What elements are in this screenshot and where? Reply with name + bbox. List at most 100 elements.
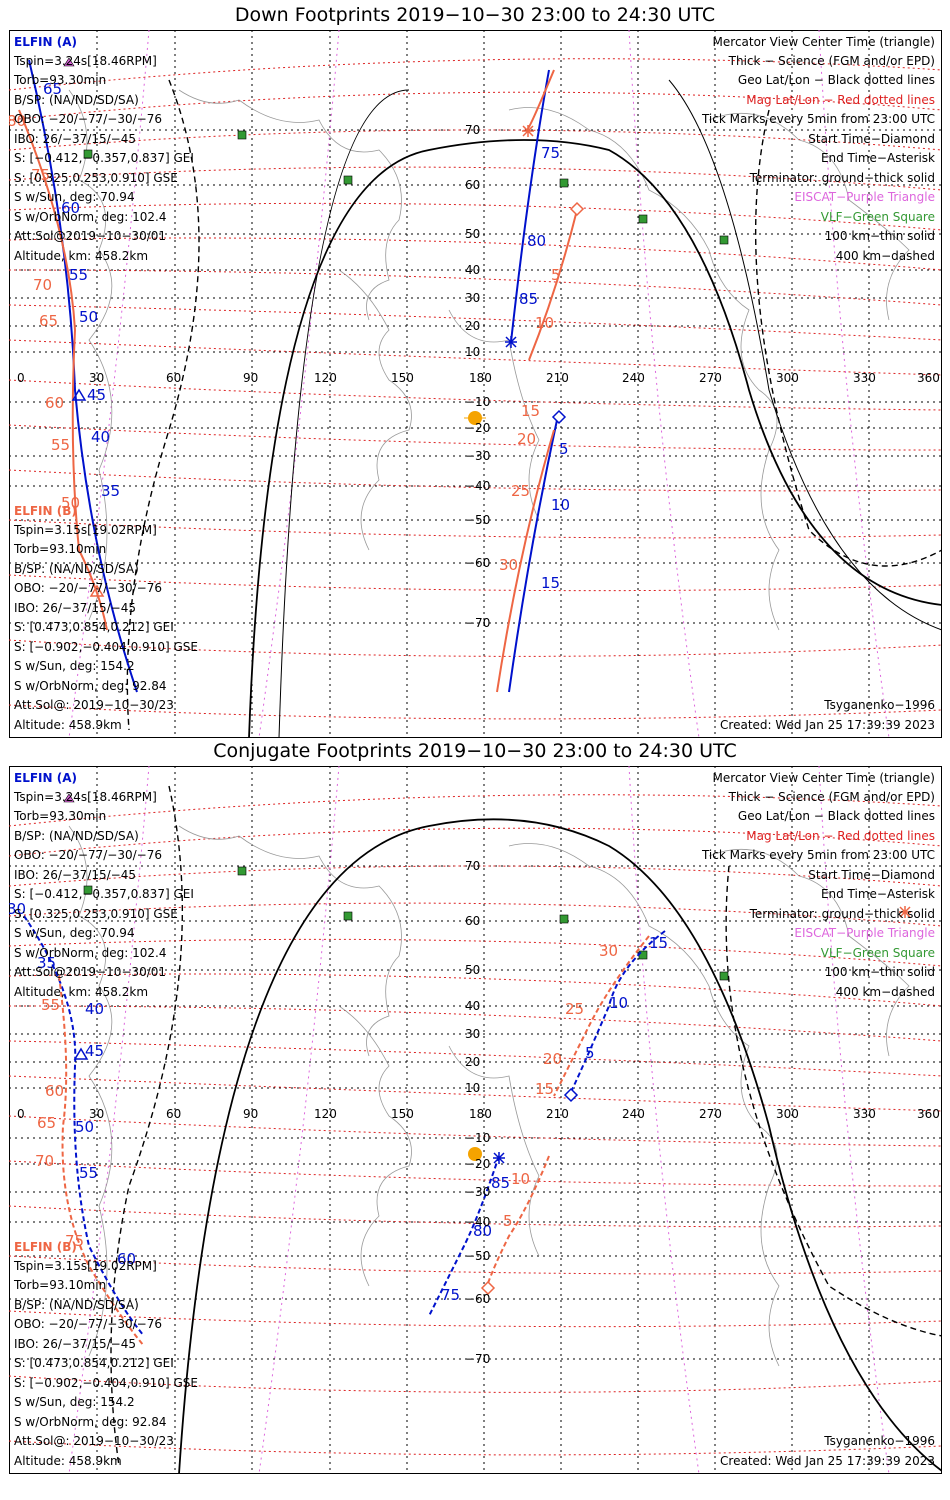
tick-label: 15 (649, 934, 668, 952)
tick-label: 5 (585, 1044, 595, 1062)
svg-text:−40: −40 (465, 479, 490, 493)
tick-label: 20 (517, 430, 536, 448)
svg-text:−70: −70 (465, 1352, 490, 1366)
coastlines (68, 89, 910, 631)
vlf-stations (83, 130, 729, 245)
svg-text:10: 10 (465, 345, 480, 359)
tick-label: 15 (535, 1080, 554, 1098)
elfin-a-track-left (28, 59, 138, 693)
svg-text:−10: −10 (465, 395, 490, 409)
svg-text:Att.Sol@: 2019−10−30/23: Att.Sol@: 2019−10−30/23 (14, 1434, 174, 1448)
svg-text:300: 300 (776, 371, 799, 385)
svg-text:End Time−Asterisk: End Time−Asterisk (821, 151, 935, 165)
svg-text:120: 120 (314, 371, 337, 385)
svg-text:Start Time−Diamond: Start Time−Diamond (808, 132, 935, 146)
svg-text:S w/Sun, deg: 154.2: S w/Sun, deg: 154.2 (14, 1395, 135, 1409)
svg-text:Thick − Science (FGM and/or EP: Thick − Science (FGM and/or EPD) (728, 54, 935, 68)
svg-text:OBO: −20/−77/−30/−76: OBO: −20/−77/−30/−76 (14, 848, 162, 862)
svg-text:Mercator View Center Time (tri: Mercator View Center Time (triangle) (713, 771, 935, 785)
svg-text:S w/OrbNorm, deg: 102.4: S w/OrbNorm, deg: 102.4 (14, 210, 166, 224)
svg-text:90: 90 (243, 1107, 258, 1121)
svg-text:Att.Sol@2019−10−30/01: Att.Sol@2019−10−30/01 (14, 965, 166, 979)
svg-text:Tspin=3.24s[18.46RPM]: Tspin=3.24s[18.46RPM] (13, 790, 157, 804)
elfin-b-info: ELFIN (B) Tspin=3.15s[19.02RPM] Torb=93.… (13, 1240, 198, 1468)
svg-text:240: 240 (622, 371, 645, 385)
svg-text:90: 90 (243, 371, 258, 385)
tick-label: 75 (65, 1232, 84, 1250)
svg-text:ELFIN (A): ELFIN (A) (14, 771, 77, 785)
svg-text:60: 60 (166, 371, 181, 385)
down-footprints-title: Down Footprints 2019−10−30 23:00 to 24:3… (234, 4, 716, 26)
svg-text:Mercator View Center Time (tri: Mercator View Center Time (triangle) (713, 35, 935, 49)
svg-text:20: 20 (465, 319, 480, 333)
tick-label: 40 (91, 428, 110, 446)
tick-label: 15 (541, 574, 560, 592)
terminator (126, 79, 942, 738)
svg-text:Tick Marks every 5min from 23:: Tick Marks every 5min from 23:00 UTC (701, 112, 935, 126)
sun-icon (468, 1147, 482, 1161)
svg-text:50: 50 (465, 227, 480, 241)
elfin-a-info: ELFIN (A) Tspin=3.24s[18.46RPM] Torb=93.… (13, 771, 194, 999)
svg-text:Altitude, km: 458.2km: Altitude, km: 458.2km (14, 985, 148, 999)
svg-text:−40: −40 (465, 1215, 490, 1229)
geo-grid (9, 766, 942, 1474)
svg-text:S w/Sun, deg: 154.2: S w/Sun, deg: 154.2 (14, 659, 135, 673)
svg-text:150: 150 (391, 1107, 414, 1121)
svg-text:ELFIN (B): ELFIN (B) (14, 1240, 77, 1254)
svg-text:70: 70 (465, 859, 480, 873)
tick-label: 65 (39, 312, 58, 330)
svg-text:180: 180 (469, 371, 492, 385)
svg-text:IBO: 26/−37/15/−45: IBO: 26/−37/15/−45 (14, 868, 136, 882)
svg-text:B/SP: (NA/ND/SD/SA): B/SP: (NA/ND/SD/SA) (14, 1298, 139, 1312)
svg-text:Torb=93.30min: Torb=93.30min (13, 73, 106, 87)
end-asterisk-icon (522, 125, 534, 137)
tick-label: 5 (551, 266, 561, 284)
legend: Mercator View Center Time (triangle) Thi… (701, 771, 935, 1468)
svg-text:Altitude, km: 458.2km: Altitude, km: 458.2km (14, 249, 148, 263)
svg-text:−50: −50 (465, 513, 490, 527)
svg-text:S w/OrbNorm, deg: 92.84: S w/OrbNorm, deg: 92.84 (14, 679, 166, 693)
tick-label: 60 (61, 199, 80, 217)
coastlines (68, 825, 910, 1367)
svg-text:−30: −30 (465, 449, 490, 463)
svg-text:OBO: −20/−77/−30/−76: OBO: −20/−77/−30/−76 (14, 1317, 162, 1331)
mag-grid (9, 58, 942, 720)
svg-text:150: 150 (391, 371, 414, 385)
conjugate-footprints-map: 15 10 5 30 25 20 15 85 80 75 10 5 30 35 … (9, 766, 942, 1474)
tick-label: 65 (37, 1114, 56, 1132)
svg-text:Start Time−Diamond: Start Time−Diamond (808, 868, 935, 882)
tick-label: 70 (33, 276, 52, 294)
svg-text:Terminator: ground−thick solid: Terminator: ground−thick solid (749, 907, 935, 921)
svg-text:Terminator: ground−thick solid: Terminator: ground−thick solid (749, 171, 935, 185)
end-asterisk-icon (505, 336, 517, 348)
start-diamond-icon (551, 409, 567, 425)
svg-text:Tspin=3.24s[18.46RPM]: Tspin=3.24s[18.46RPM] (13, 54, 157, 68)
tick-label: 25 (565, 1000, 584, 1018)
svg-text:IBO: 26/−37/15/−45: IBO: 26/−37/15/−45 (14, 1337, 136, 1351)
svg-text:S: [0.325,0.253,0.910] GSE: S: [0.325,0.253,0.910] GSE (14, 171, 178, 185)
svg-text:70: 70 (465, 123, 480, 137)
svg-text:100 km−thin solid: 100 km−thin solid (825, 965, 935, 979)
elfin-a-track-right (568, 930, 666, 1097)
svg-text:ELFIN (B): ELFIN (B) (14, 504, 77, 518)
tick-label: 45 (85, 1042, 104, 1060)
center-triangle-icon (73, 1047, 89, 1060)
svg-text:270: 270 (699, 1107, 722, 1121)
svg-text:330: 330 (853, 371, 876, 385)
svg-text:−70: −70 (465, 616, 490, 630)
svg-text:−20: −20 (465, 421, 490, 435)
svg-text:Altitude: 458.9km: Altitude: 458.9km (14, 1454, 122, 1468)
svg-text:Mag Lat/Lon − Red dotted lines: Mag Lat/Lon − Red dotted lines (746, 93, 935, 107)
svg-text:Tick Marks every 5min from 23:: Tick Marks every 5min from 23:00 UTC (701, 848, 935, 862)
tick-label: 65 (43, 80, 62, 98)
geo-grid (9, 30, 942, 738)
svg-text:S: [0.473,0.854,0.212] GEI: S: [0.473,0.854,0.212] GEI (14, 620, 174, 634)
tick-label: 60 (45, 394, 64, 412)
lat-axis-labels: 70 60 50 40 30 20 10 −10 −20 −30 −40 −50 −60 −7… (465, 123, 490, 630)
svg-text:S: [0.325,0.253,0.910] GSE: S: [0.325,0.253,0.910] GSE (14, 907, 178, 921)
svg-text:Tspin=3.15s[19.02RPM]: Tspin=3.15s[19.02RPM] (13, 523, 157, 537)
svg-text:Att.Sol@: 2019−10−30/23: Att.Sol@: 2019−10−30/23 (14, 698, 174, 712)
tick-label: 55 (79, 1164, 98, 1182)
svg-text:Thick − Science (FGM and/or EP: Thick − Science (FGM and/or EPD) (728, 790, 935, 804)
svg-text:Att.Sol@2019−10−30/01: Att.Sol@2019−10−30/01 (14, 229, 166, 243)
